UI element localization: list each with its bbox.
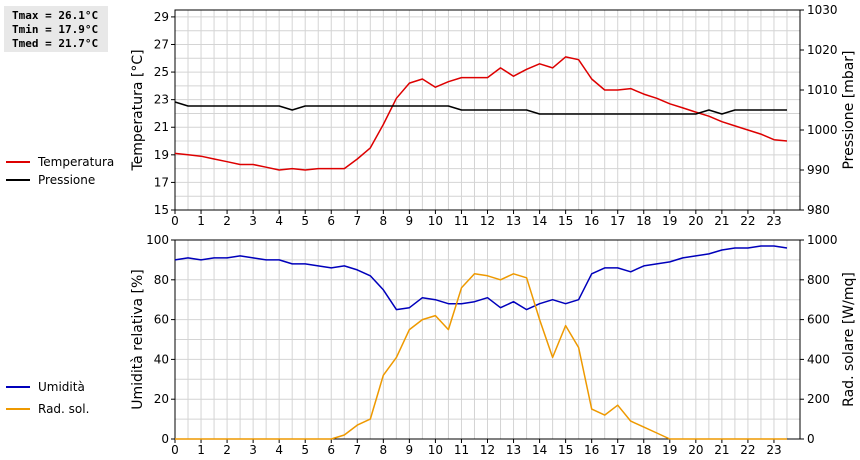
y-tick-label: 15 [154,203,169,217]
x-tick-label: 5 [301,443,309,457]
y-tick-label: 0 [161,432,169,446]
x-tick-label: 19 [662,443,677,457]
x-tick-label: 13 [506,443,521,457]
y2-tick-label: 200 [807,392,830,406]
x-tick-label: 2 [223,214,231,228]
y2-axis-label: Rad. solare [W/mq] [841,272,857,407]
y-tick-label: 21 [154,120,169,134]
y2-tick-label: 990 [807,163,830,177]
y-tick-label: 19 [154,148,169,162]
tmed-label: Tmed = 21.7°C [12,37,99,50]
y2-tick-label: 400 [807,352,830,366]
y2-tick-label: 1000 [807,123,838,137]
x-tick-label: 11 [454,214,469,228]
y-tick-label: 17 [154,175,169,189]
x-tick-label: 17 [610,214,625,228]
y2-tick-label: 0 [807,432,815,446]
x-tick-label: 21 [714,214,729,228]
tmin-label: Tmin = 17.9°C [12,23,99,36]
x-tick-label: 13 [506,214,521,228]
x-tick-label: 3 [249,443,257,457]
x-tick-label: 0 [171,443,179,457]
x-tick-label: 18 [636,214,651,228]
x-tick-label: 8 [380,214,388,228]
x-tick-label: 12 [480,214,495,228]
y-axis-label: Umidità relativa [%] [130,269,146,410]
y-axis-label: Temperatura [°C] [130,49,146,171]
x-tick-label: 14 [532,214,547,228]
legend-label: Umidità [38,380,85,394]
x-tick-label: 10 [428,443,443,457]
legend-label: Pressione [38,173,95,187]
x-tick-label: 7 [353,443,361,457]
y2-axis-label: Pressione [mbar] [841,50,857,169]
x-tick-label: 17 [610,443,625,457]
x-tick-label: 22 [740,214,755,228]
x-tick-label: 1 [197,214,205,228]
panel-1: 0 1 2 3 4 5 6 7 8 9 10 11 12 13 14 15 16 17 18 19 20 21 22 2315… [6,3,857,228]
x-tick-label: 15 [558,214,573,228]
y2-tick-label: 800 [807,273,830,287]
x-tick-label: 18 [636,443,651,457]
y2-tick-label: 1030 [807,3,838,17]
y-tick-label: 60 [154,313,169,327]
x-tick-label: 10 [428,214,443,228]
tmax-label: Tmax = 26.1°C [12,9,99,22]
x-tick-label: 4 [275,214,283,228]
y2-tick-label: 600 [807,313,830,327]
x-tick-label: 12 [480,443,495,457]
x-tick-label: 4 [275,443,283,457]
x-tick-label: 14 [532,443,547,457]
x-tick-label: 16 [584,214,599,228]
y-tick-label: 29 [154,10,169,24]
x-tick-label: 1 [197,443,205,457]
panel-2: 0 1 2 3 4 5 6 7 8 9 10 11 12 13 14 15 16 17 18 19 20 21 22 2302… [6,233,857,457]
series-line-temperatura [174,56,788,171]
y2-tick-label: 1000 [807,233,838,247]
y2-tick-label: 1020 [807,43,838,57]
x-tick-label: 20 [688,214,703,228]
x-tick-label: 0 [171,214,179,228]
x-tick-label: 23 [766,443,781,457]
legend-label: Temperatura [37,155,114,169]
y-tick-label: 100 [146,233,169,247]
y-tick-label: 40 [154,352,169,366]
x-tick-label: 22 [740,443,755,457]
x-tick-label: 11 [454,443,469,457]
x-tick-label: 8 [380,443,388,457]
y-tick-label: 80 [154,273,169,287]
x-tick-label: 3 [249,214,257,228]
series-line-umidit [174,245,788,311]
y2-tick-label: 1010 [807,83,838,97]
x-tick-label: 7 [353,214,361,228]
x-tick-label: 5 [301,214,309,228]
x-tick-label: 20 [688,443,703,457]
x-tick-label: 19 [662,214,677,228]
y-tick-label: 23 [154,93,169,107]
x-tick-label: 6 [327,443,335,457]
x-tick-label: 21 [714,443,729,457]
y-tick-label: 20 [154,392,169,406]
x-tick-label: 15 [558,443,573,457]
x-tick-label: 16 [584,443,599,457]
x-tick-label: 23 [766,214,781,228]
x-tick-label: 2 [223,443,231,457]
y-tick-label: 25 [154,65,169,79]
x-tick-label: 9 [406,443,414,457]
stats-box: Tmax = 26.1°C Tmin = 17.9°C Tmed = 21.7°… [4,6,108,52]
legend-label: Rad. sol. [38,402,89,416]
series-line-rad-sol [175,273,787,440]
y2-tick-label: 980 [807,203,830,217]
series-line-pressione [174,101,787,115]
x-tick-label: 6 [327,214,335,228]
x-tick-label: 9 [406,214,414,228]
y-tick-label: 27 [154,37,169,51]
